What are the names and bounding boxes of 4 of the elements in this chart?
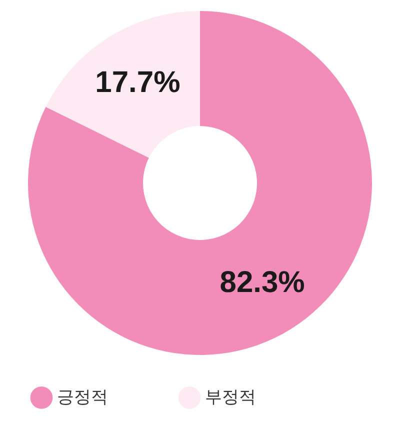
legend-label: 긍정적 — [57, 388, 108, 408]
data-label: 82.3% — [220, 266, 305, 300]
data-label: 17.7% — [95, 66, 180, 99]
legend-label: 부정적 — [205, 388, 256, 408]
